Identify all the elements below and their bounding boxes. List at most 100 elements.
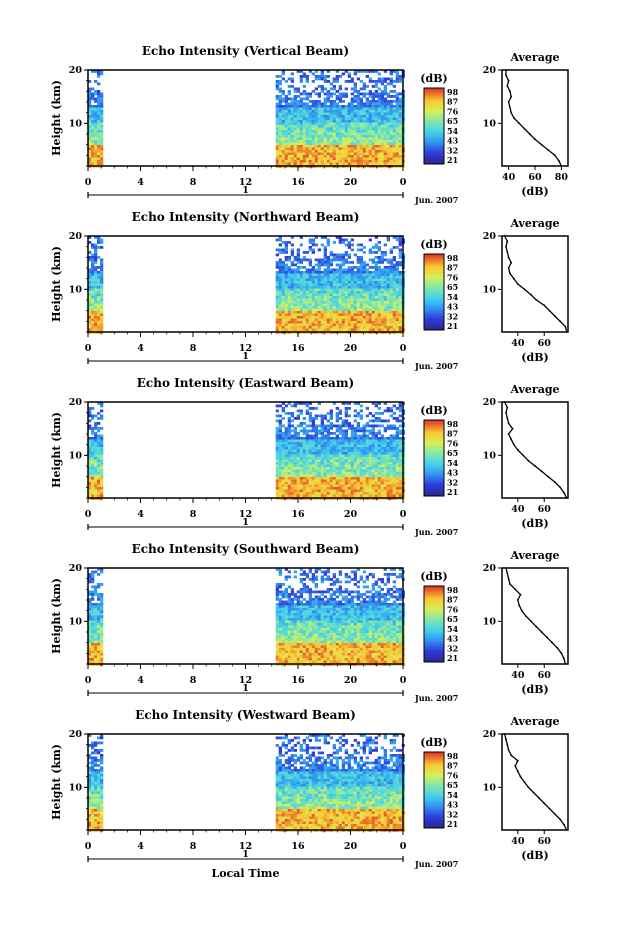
heatmap-cell <box>362 283 366 287</box>
heatmap-cell <box>359 107 363 111</box>
heatmap-cell <box>395 464 399 468</box>
heatmap-cell <box>386 142 390 146</box>
heatmap-cell <box>278 328 282 332</box>
heatmap-cell <box>320 85 324 88</box>
heatmap-cell <box>380 132 384 136</box>
y-axis-label: Height (km) <box>50 412 63 488</box>
heatmap-cell <box>359 492 363 495</box>
heatmap-cell <box>323 246 327 249</box>
chart-title: Echo Intensity (Northward Beam) <box>132 210 360 224</box>
heatmap-cell <box>344 464 348 468</box>
heatmap-cell <box>91 256 95 259</box>
heatmap-cell <box>281 313 285 317</box>
heatmap-cell <box>100 97 104 101</box>
heatmap-cell <box>338 155 342 158</box>
heatmap-cell <box>281 120 285 123</box>
heatmap-cell <box>374 92 378 96</box>
heatmap-cell <box>88 273 92 277</box>
heatmap-cell <box>314 484 318 488</box>
heatmap-cell <box>353 444 357 448</box>
heatmap-cell <box>392 276 396 279</box>
heatmap-cell <box>317 150 321 153</box>
heatmap-cell <box>284 439 288 443</box>
heatmap-cell <box>326 92 330 96</box>
colorbar-swatch <box>424 427 444 430</box>
heatmap-cell <box>386 439 390 443</box>
heatmap-cell <box>326 110 330 113</box>
heatmap-cell <box>299 449 303 453</box>
heatmap-cell <box>317 132 321 136</box>
heatmap-cell <box>383 243 387 247</box>
heatmap-cell <box>317 107 321 111</box>
heatmap-cell <box>317 303 321 307</box>
colorbar-swatch <box>424 99 444 102</box>
heatmap-cell <box>353 132 357 136</box>
heatmap-cell <box>344 412 348 415</box>
heatmap-cell <box>317 102 321 106</box>
heatmap-cell <box>296 311 300 314</box>
heatmap-cell <box>347 132 351 136</box>
heatmap-cell <box>377 318 381 322</box>
heatmap-cell <box>356 127 360 131</box>
heatmap-cell <box>296 281 300 284</box>
heatmap-cell <box>377 326 381 329</box>
heatmap-cell <box>347 142 351 146</box>
heatmap-cell <box>94 157 98 161</box>
heatmap-cell <box>287 487 291 490</box>
heatmap-cell <box>281 449 285 453</box>
heatmap-cell <box>308 407 312 410</box>
heatmap-cell <box>398 321 402 324</box>
heatmap-cell <box>368 248 372 252</box>
heatmap-cell <box>395 130 399 133</box>
heatmap-cell <box>278 120 282 123</box>
heatmap-cell <box>329 155 333 158</box>
heatmap-cell <box>335 102 339 106</box>
heatmap-cell <box>395 449 399 453</box>
heatmap-cell <box>329 424 333 428</box>
heatmap-cell <box>368 316 372 319</box>
heatmap-cell <box>362 323 366 327</box>
heatmap-cell <box>299 439 303 443</box>
heatmap-cell <box>308 135 312 138</box>
heatmap-cell <box>398 477 402 480</box>
heatmap-cell <box>314 271 318 274</box>
heatmap-cell <box>296 266 300 269</box>
colorbar-swatch <box>424 131 444 134</box>
heatmap-cell <box>299 132 303 136</box>
heatmap-cell <box>320 281 324 284</box>
heatmap-cell <box>338 449 342 453</box>
heatmap-cell <box>344 402 348 405</box>
heatmap-cell <box>290 323 294 327</box>
heatmap-cell <box>296 459 300 463</box>
heatmap-cell <box>320 323 324 327</box>
heatmap-cell <box>278 132 282 136</box>
heatmap-cell <box>344 462 348 465</box>
heatmap-cell <box>302 155 306 158</box>
heatmap-cell <box>392 117 396 121</box>
heatmap-cell <box>296 157 300 161</box>
heatmap-cell <box>275 271 279 274</box>
heatmap-cell <box>347 150 351 153</box>
heatmap-cell <box>91 296 95 299</box>
heatmap-cell <box>347 253 351 257</box>
heatmap-cell <box>278 243 282 247</box>
heatmap-cell <box>383 276 387 279</box>
heatmap-cell <box>97 278 101 282</box>
heatmap-cell <box>344 301 348 304</box>
heatmap-cell <box>356 477 360 480</box>
heatmap-cell <box>308 482 312 485</box>
heatmap-cell <box>100 308 104 312</box>
y-tick-label: 10 <box>69 118 83 129</box>
heatmap-cell <box>278 125 282 128</box>
heatmap-cell <box>94 137 98 141</box>
heatmap-cell <box>320 115 324 118</box>
heatmap-cell <box>359 137 363 141</box>
heatmap-cell <box>344 95 348 98</box>
heatmap-cell <box>359 271 363 274</box>
heatmap-cell <box>94 422 98 425</box>
heatmap-cell <box>287 429 291 433</box>
colorbar-swatch <box>424 127 444 131</box>
heatmap-cell <box>374 102 378 106</box>
heatmap-cell <box>275 464 279 468</box>
heatmap-cell <box>302 301 306 304</box>
